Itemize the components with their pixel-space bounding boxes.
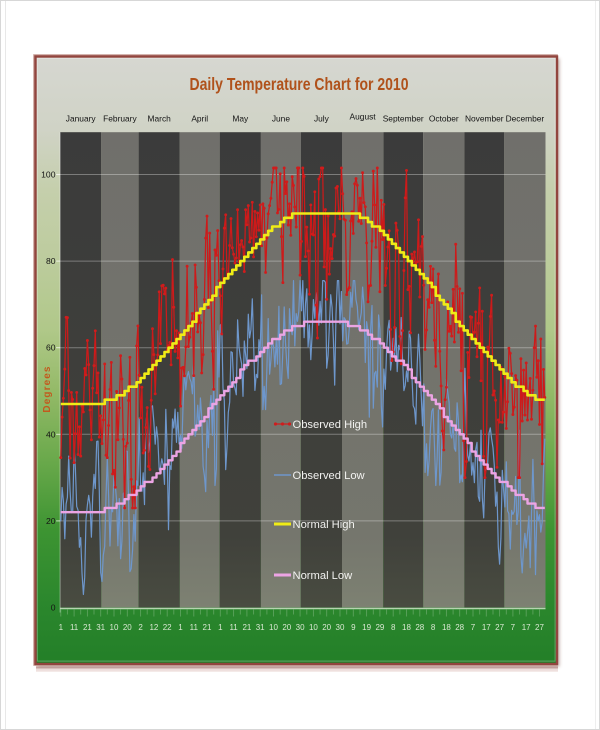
svg-text:December: December — [506, 114, 545, 124]
svg-text:September: September — [383, 114, 424, 124]
svg-text:18: 18 — [442, 623, 451, 632]
svg-text:27: 27 — [495, 623, 504, 632]
svg-text:10: 10 — [309, 623, 318, 632]
svg-text:January: January — [66, 114, 97, 124]
svg-text:20: 20 — [322, 623, 331, 632]
svg-text:February: February — [103, 114, 137, 124]
svg-text:28: 28 — [415, 623, 424, 632]
svg-text:11: 11 — [229, 623, 238, 632]
svg-text:100: 100 — [41, 170, 56, 180]
svg-text:Normal Low: Normal Low — [293, 570, 354, 582]
svg-text:11: 11 — [190, 623, 199, 632]
svg-text:May: May — [232, 114, 249, 124]
svg-text:8: 8 — [391, 623, 396, 632]
svg-text:7: 7 — [471, 623, 476, 632]
svg-text:30: 30 — [296, 623, 305, 632]
svg-text:July: July — [314, 114, 330, 124]
svg-text:November: November — [465, 114, 504, 124]
svg-text:Daily Temperature Chart for 20: Daily Temperature Chart for 2010 — [190, 74, 409, 94]
svg-text:Normal High: Normal High — [293, 519, 355, 531]
svg-text:18: 18 — [402, 623, 411, 632]
svg-text:40: 40 — [46, 429, 56, 439]
svg-text:2: 2 — [138, 623, 143, 632]
svg-text:60: 60 — [46, 343, 56, 353]
svg-text:11: 11 — [70, 623, 79, 632]
svg-text:20: 20 — [46, 516, 56, 526]
svg-text:21: 21 — [242, 623, 251, 632]
svg-text:17: 17 — [482, 623, 491, 632]
svg-text:1: 1 — [178, 623, 183, 632]
svg-text:27: 27 — [535, 623, 544, 632]
svg-text:10: 10 — [110, 623, 119, 632]
svg-text:10: 10 — [269, 623, 278, 632]
svg-text:June: June — [272, 114, 291, 124]
svg-text:1: 1 — [218, 623, 223, 632]
svg-text:12: 12 — [149, 623, 158, 632]
svg-text:Observed Low: Observed Low — [293, 470, 366, 482]
svg-text:9: 9 — [351, 623, 356, 632]
svg-text:1: 1 — [59, 623, 64, 632]
svg-text:80: 80 — [46, 256, 56, 266]
svg-text:8: 8 — [431, 623, 436, 632]
svg-text:October: October — [429, 114, 459, 124]
svg-text:August: August — [350, 112, 377, 122]
svg-text:20: 20 — [282, 623, 291, 632]
svg-text:29: 29 — [375, 623, 384, 632]
svg-text:21: 21 — [203, 623, 212, 632]
svg-text:31: 31 — [256, 623, 265, 632]
svg-text:March: March — [148, 114, 172, 124]
svg-text:17: 17 — [522, 623, 531, 632]
svg-text:Observed High: Observed High — [293, 419, 368, 431]
svg-text:21: 21 — [83, 623, 92, 632]
svg-text:0: 0 — [51, 603, 56, 613]
svg-text:22: 22 — [163, 623, 172, 632]
svg-text:30: 30 — [336, 623, 345, 632]
svg-text:Degrees: Degrees — [42, 365, 53, 412]
svg-text:7: 7 — [511, 623, 516, 632]
svg-text:28: 28 — [455, 623, 464, 632]
svg-text:19: 19 — [362, 623, 371, 632]
svg-text:April: April — [191, 114, 208, 124]
svg-text:20: 20 — [123, 623, 132, 632]
svg-text:31: 31 — [96, 623, 105, 632]
